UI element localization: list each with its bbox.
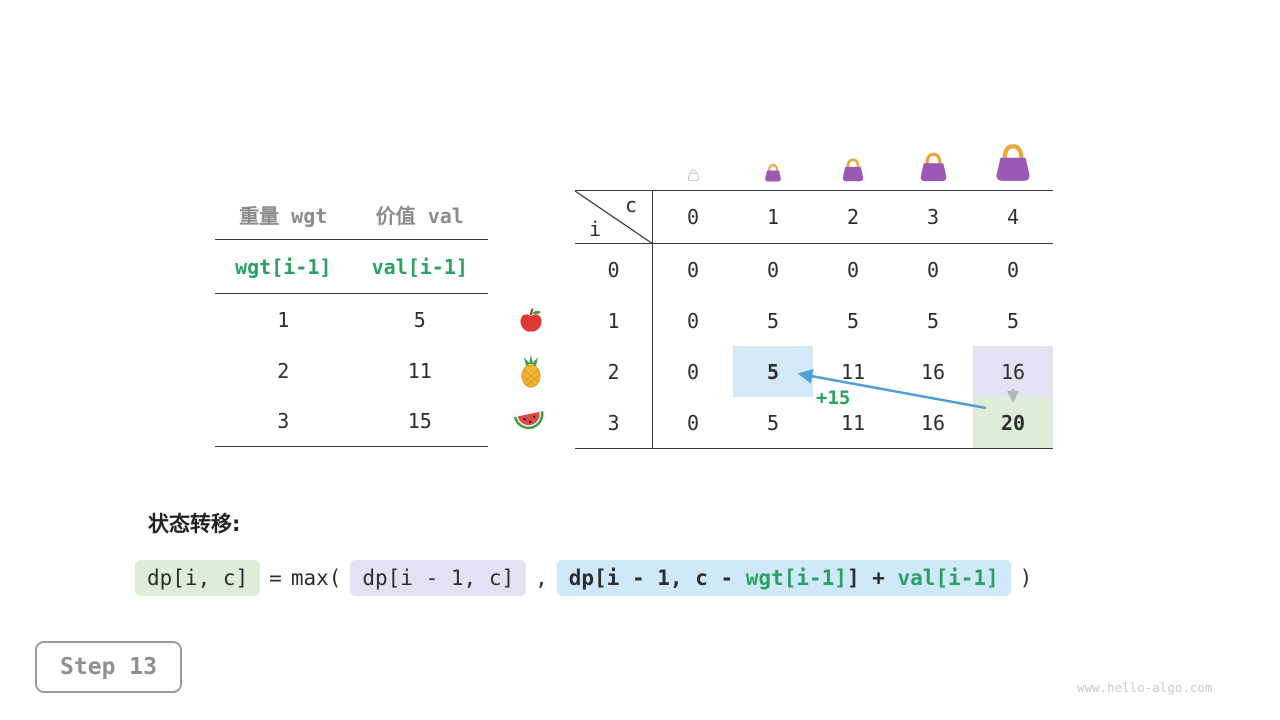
- dp-table: c i 0 1 2 3 4 0 0 0 0 0 0 1 0 5 5 5 5 2 …: [575, 190, 1053, 449]
- dp-cell-0-4: 0: [1006, 257, 1020, 282]
- row-header-0: 0: [575, 244, 653, 295]
- formula-lhs-chip: dp[i, c]: [135, 560, 261, 596]
- item-2-value: 11: [407, 358, 432, 383]
- items-table: 重量 wgt 价值 val wgt[i-1] val[i-1] 1 5 2 11…: [215, 190, 488, 447]
- corner-row-label: i: [589, 217, 602, 241]
- bag-large-icon: [920, 152, 947, 182]
- pineapple-icon: [521, 355, 541, 388]
- col-header-4: 4: [1006, 205, 1020, 229]
- watermelon-icon: [513, 411, 544, 430]
- bag-small-icon: [765, 163, 781, 182]
- col-header-2: 2: [846, 205, 860, 229]
- dp-cell-2-0: 0: [686, 359, 700, 384]
- dp-cell-3-4-highlighted-result: 20: [973, 397, 1053, 448]
- step-indicator: Step 13: [35, 641, 182, 693]
- dp-header-row: c i 0 1 2 3 4: [575, 191, 1053, 244]
- formula-comma: ,: [535, 566, 548, 590]
- corner-diagonal-line: [575, 191, 653, 244]
- corner-col-label: c: [624, 193, 637, 217]
- dp-cell-0-1: 0: [766, 257, 780, 282]
- dp-cell-1-0: 0: [686, 308, 700, 333]
- formula-arg2-part2: ] +: [846, 566, 898, 590]
- item-1-weight: 1: [277, 307, 290, 332]
- item-row-1: 1 5: [215, 294, 488, 345]
- dp-row-2: 2 0 5 11 16 16: [575, 346, 1053, 397]
- formula-arg2-part1: dp[i - 1, c -: [568, 566, 746, 590]
- formula-arg2-val: val[i-1]: [897, 566, 999, 590]
- dp-cell-2-3: 16: [920, 359, 946, 384]
- watermark: www.hello-algo.com: [1077, 680, 1213, 695]
- row-header-3: 3: [575, 397, 653, 448]
- dp-row-3: 3 0 5 11 16 20: [575, 397, 1053, 448]
- row-header-1: 1: [575, 295, 653, 346]
- item-1-value: 5: [413, 307, 426, 332]
- formula-arg2-chip: dp[i - 1, c - wgt[i-1]] + val[i-1]: [556, 560, 1011, 596]
- col-header-3: 3: [926, 205, 940, 229]
- dp-cell-0-3: 0: [926, 257, 940, 282]
- dp-row-1: 1 0 5 5 5 5: [575, 295, 1053, 346]
- items-table-header-row: 重量 wgt 价值 val: [215, 190, 488, 240]
- dp-cell-1-4: 5: [1006, 308, 1020, 333]
- val-formula-cell: val[i-1]: [371, 254, 468, 279]
- dp-cell-3-2: 11: [840, 410, 866, 435]
- plus-value-annotation: +15: [816, 387, 851, 409]
- row-header-2: 2: [575, 346, 653, 397]
- item-row-2: 2 11: [215, 345, 488, 396]
- item-3-weight: 3: [277, 409, 290, 433]
- dp-cell-0-2: 0: [846, 257, 860, 282]
- formula-max-open: max(: [290, 566, 342, 590]
- dp-cell-3-1: 5: [766, 410, 780, 435]
- dp-row-0: 0 0 0 0 0 0: [575, 244, 1053, 295]
- col-header-0: 0: [686, 205, 700, 229]
- bag-medium-icon: [842, 158, 864, 182]
- item-3-value: 15: [407, 409, 432, 433]
- formula-close-paren: ): [1019, 566, 1033, 590]
- dp-cell-3-3: 16: [920, 410, 946, 435]
- transition-formula: dp[i, c] = max( dp[i - 1, c] , dp[i - 1,…: [135, 560, 1032, 596]
- item-row-3: 3 15: [215, 396, 488, 447]
- apple-icon: [520, 308, 542, 332]
- dp-cell-1-2: 5: [846, 308, 860, 333]
- formula-equals: =: [269, 566, 282, 590]
- dp-corner-cell: c i: [575, 191, 653, 244]
- items-table-formula-row: wgt[i-1] val[i-1]: [215, 240, 488, 294]
- item-2-weight: 2: [277, 358, 290, 383]
- formula-arg1-chip: dp[i - 1, c]: [350, 560, 527, 596]
- wgt-formula-cell: wgt[i-1]: [235, 254, 332, 279]
- dp-cell-1-1: 5: [766, 308, 780, 333]
- value-column-header: 价值 val: [375, 204, 464, 228]
- bag-xlarge-icon: [996, 144, 1030, 181]
- dp-cell-1-3: 5: [926, 308, 940, 333]
- dp-cell-2-1-highlighted-source: 5: [733, 346, 813, 397]
- bag-tiny-outline-icon: [687, 169, 700, 181]
- dp-cell-0-0: 0: [686, 257, 700, 282]
- dp-cell-2-4-highlighted-above: 16: [973, 346, 1053, 397]
- formula-arg2-wgt: wgt[i-1]: [745, 566, 847, 590]
- weight-column-header: 重量 wgt: [239, 204, 328, 228]
- dp-cell-3-0: 0: [686, 410, 700, 435]
- col-header-1: 1: [766, 205, 780, 229]
- transition-title: 状态转移:: [148, 512, 241, 536]
